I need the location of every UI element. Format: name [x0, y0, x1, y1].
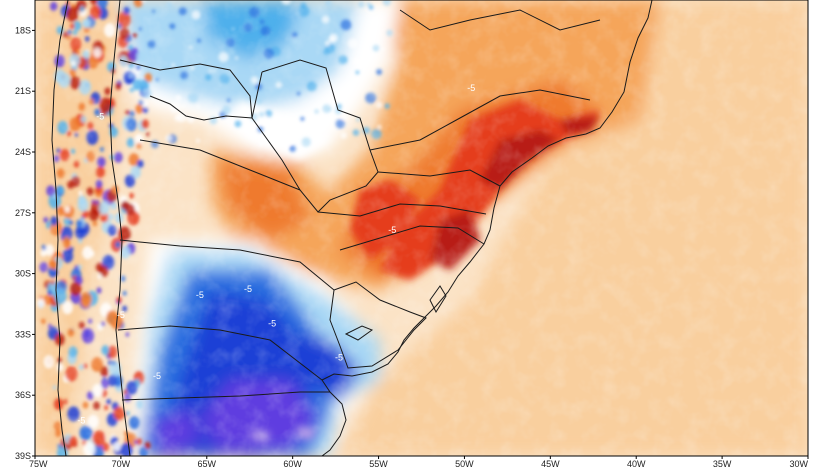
lagoa-dos-patos [429, 285, 447, 314]
brazil-state-border [377, 169, 501, 187]
lon-tick-label: 40W [627, 459, 646, 469]
argentina-province-border [117, 325, 323, 381]
contour-label: -5 [196, 290, 204, 300]
lon-tick-label: 50W [455, 459, 474, 469]
lon-tick-label: 75W [29, 459, 48, 469]
argentina-province-border [139, 139, 301, 191]
brazil-state-border [369, 89, 591, 151]
lat-tick-label: 30S [15, 269, 31, 279]
brazil-state-border [399, 9, 601, 31]
brazil-state-border [317, 203, 487, 217]
contour-label: -5 [244, 284, 252, 294]
contour-label: -5 [467, 83, 475, 93]
contour-label: -5 [96, 112, 104, 122]
lat-tick-label: 18S [15, 25, 31, 35]
lon-tick-label: 35W [713, 459, 732, 469]
field-texture [35, 0, 808, 456]
atlantic-coastline [321, 0, 653, 456]
contour-label: -5 [335, 353, 343, 363]
contour-label: -5 [77, 416, 85, 426]
rio-de-la-plata [344, 325, 374, 341]
contour-labels: -5 -5 -5 -5 -5 -5 -5 -5 -5 -5 [77, 83, 475, 425]
contour-label: -5 [268, 318, 276, 328]
lon-tick-label: 30W [789, 459, 808, 469]
lon-tick-label: 70W [112, 459, 131, 469]
brazil-state-border [339, 225, 485, 251]
lat-tick-label: 27S [15, 208, 31, 218]
pacific-coastline [51, 0, 69, 456]
political-borders [51, 0, 653, 456]
plot-frame [34, 0, 809, 457]
argentina-province-border [119, 239, 335, 291]
lon-tick-label: 45W [541, 459, 560, 469]
contour-label: -5 [117, 310, 125, 320]
latitude-axis: 18S 21S 24S 27S 30S 33S 36S 39S [15, 25, 35, 461]
lat-tick-label: 21S [15, 86, 31, 96]
lat-tick-label: 24S [15, 147, 31, 157]
uruguay-border [329, 281, 427, 369]
lat-tick-label: 36S [15, 390, 31, 400]
paraguay-border [251, 59, 379, 213]
anomaly-field [35, 0, 808, 456]
lat-tick-label: 33S [15, 329, 31, 339]
lon-tick-label: 55W [369, 459, 388, 469]
argentina-province-border [121, 391, 330, 401]
lon-tick-label: 60W [283, 459, 302, 469]
lat-tick-label: 39S [15, 451, 31, 461]
contour-label: -5 [388, 225, 396, 235]
longitude-axis: 75W 70W 65W 60W 55W 50W 45W 40W 35W 30W [29, 456, 809, 469]
lon-tick-label: 65W [198, 459, 217, 469]
contour-label: -5 [153, 371, 161, 381]
